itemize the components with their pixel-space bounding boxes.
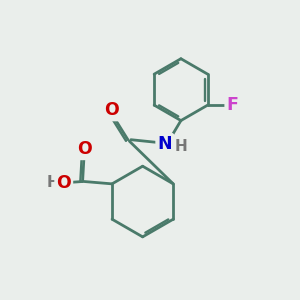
Text: O: O: [56, 174, 71, 192]
Text: H: H: [47, 176, 59, 190]
Text: H: H: [175, 139, 187, 154]
Text: N: N: [158, 135, 172, 153]
Text: O: O: [104, 101, 119, 119]
Text: O: O: [77, 140, 92, 158]
Text: F: F: [226, 96, 238, 114]
